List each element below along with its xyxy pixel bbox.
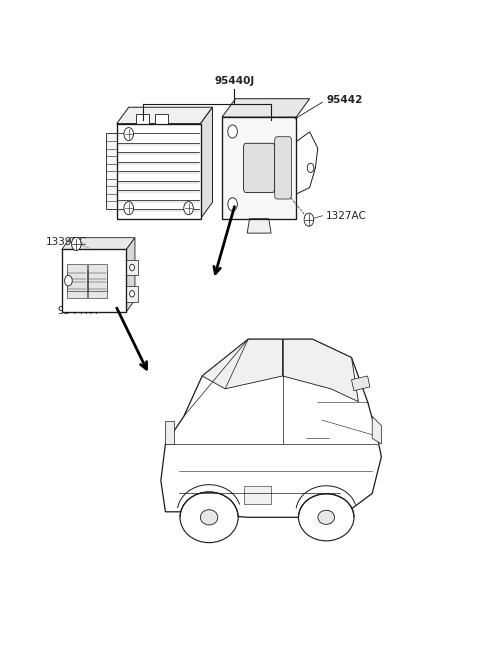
Bar bbox=[88, 263, 108, 291]
Bar bbox=[117, 124, 201, 219]
Circle shape bbox=[228, 198, 238, 211]
Text: 95442: 95442 bbox=[326, 95, 362, 105]
Polygon shape bbox=[62, 238, 135, 250]
Text: 1339CC: 1339CC bbox=[46, 237, 87, 247]
Polygon shape bbox=[351, 376, 370, 391]
Polygon shape bbox=[222, 99, 310, 117]
Polygon shape bbox=[372, 417, 382, 444]
Circle shape bbox=[130, 264, 134, 271]
FancyBboxPatch shape bbox=[243, 143, 275, 193]
Circle shape bbox=[307, 164, 314, 173]
Polygon shape bbox=[117, 107, 213, 124]
Bar bbox=[68, 263, 87, 291]
Polygon shape bbox=[222, 117, 296, 219]
Polygon shape bbox=[202, 339, 283, 389]
Bar bbox=[136, 114, 149, 124]
Polygon shape bbox=[126, 238, 135, 312]
Bar bbox=[243, 486, 271, 505]
Circle shape bbox=[65, 275, 72, 286]
Circle shape bbox=[72, 237, 81, 250]
Text: 1327AC: 1327AC bbox=[326, 211, 367, 221]
Bar bbox=[166, 421, 174, 444]
Bar bbox=[126, 286, 138, 302]
Polygon shape bbox=[201, 107, 213, 219]
Circle shape bbox=[184, 202, 193, 215]
Text: 95440J: 95440J bbox=[214, 76, 254, 85]
FancyBboxPatch shape bbox=[275, 137, 291, 199]
Bar bbox=[62, 250, 126, 312]
Ellipse shape bbox=[180, 492, 238, 543]
Bar bbox=[126, 260, 138, 275]
Bar bbox=[88, 271, 108, 298]
Polygon shape bbox=[248, 339, 351, 376]
Circle shape bbox=[124, 202, 133, 215]
Text: 95447A: 95447A bbox=[57, 306, 97, 317]
Polygon shape bbox=[247, 219, 271, 233]
Ellipse shape bbox=[299, 494, 354, 541]
Bar bbox=[117, 124, 201, 219]
Circle shape bbox=[228, 125, 238, 138]
Ellipse shape bbox=[200, 510, 218, 525]
Circle shape bbox=[304, 213, 314, 226]
Bar bbox=[106, 133, 117, 209]
Circle shape bbox=[130, 290, 134, 297]
Bar bbox=[62, 250, 126, 312]
Ellipse shape bbox=[318, 510, 335, 524]
Polygon shape bbox=[161, 339, 382, 517]
Bar bbox=[68, 271, 87, 298]
Bar bbox=[155, 114, 168, 124]
Bar bbox=[222, 117, 296, 219]
Polygon shape bbox=[283, 339, 359, 401]
Circle shape bbox=[124, 127, 133, 141]
